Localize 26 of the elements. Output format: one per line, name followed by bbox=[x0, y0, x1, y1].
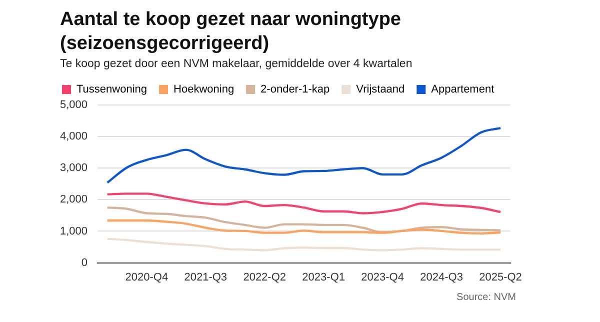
x-tick-label: 2021-Q3 bbox=[184, 271, 228, 284]
y-tick-label: 2,000 bbox=[60, 194, 88, 206]
legend-label: 2-onder-1-kap bbox=[260, 84, 330, 96]
x-tick-label: 2023-Q4 bbox=[361, 271, 404, 284]
y-tick-label: 1,000 bbox=[60, 225, 88, 238]
legend-label: Vrijstaand bbox=[356, 84, 405, 96]
chart-subtitle: Te koop gezet door een NVM makelaar, gemiddelde over 4 kwartalen bbox=[60, 58, 412, 70]
x-tick-label: 2022-Q2 bbox=[243, 271, 286, 284]
x-tick-label: 2025-Q2 bbox=[479, 271, 522, 284]
chart-title: Aantal te koop gezet naar woningtype (seizoensgecorrigeerd) bbox=[60, 8, 402, 56]
source-note: Source: NVM bbox=[456, 292, 516, 303]
y-tick-label: 3,000 bbox=[60, 162, 88, 174]
line-series bbox=[106, 219, 502, 235]
legend-label: Hoekwoning bbox=[174, 84, 234, 96]
legend-label: Appartement bbox=[431, 84, 494, 96]
line-series bbox=[106, 238, 502, 252]
y-tick-label: 4,000 bbox=[60, 130, 88, 143]
y-tick-label: 5,000 bbox=[60, 99, 88, 112]
x-tick-label: 2020-Q4 bbox=[125, 271, 168, 284]
line-series bbox=[106, 192, 502, 214]
line-series bbox=[106, 206, 502, 234]
line-series bbox=[106, 126, 502, 184]
x-tick-label: 2023-Q1 bbox=[302, 271, 345, 284]
x-tick-label: 2024-Q3 bbox=[420, 271, 463, 284]
y-tick-label: 0 bbox=[81, 256, 88, 269]
legend-label: Tussenwoning bbox=[76, 84, 148, 96]
